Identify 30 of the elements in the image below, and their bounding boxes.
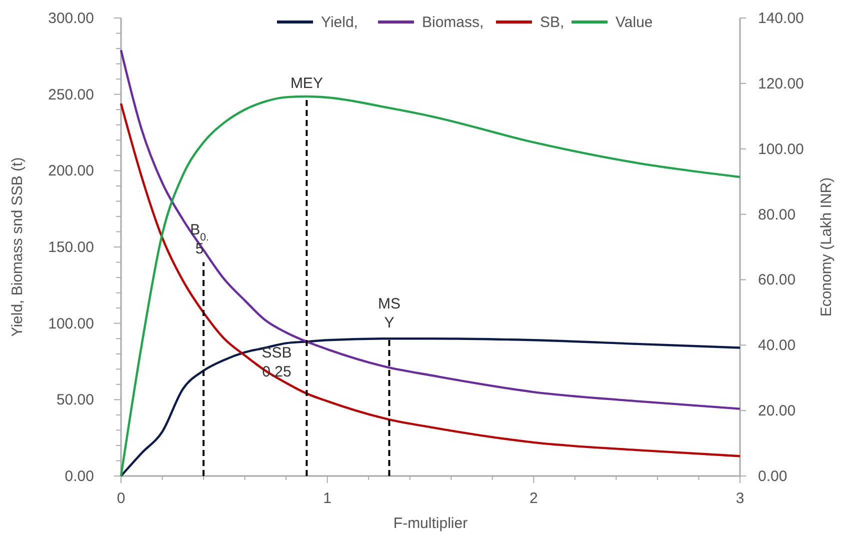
- y-tick-label: 250.00: [48, 86, 94, 104]
- legend-label: SB,: [540, 14, 564, 31]
- y-tick-label: 100.00: [48, 315, 94, 332]
- x-axis-title: F-multiplier: [393, 515, 468, 532]
- legend-label: Biomass,: [422, 14, 484, 31]
- x-tick-label: 3: [736, 490, 744, 507]
- y-tick-label: 200.00: [48, 162, 94, 180]
- legend-label: Yield,: [321, 14, 358, 31]
- y-tick-label: 50.00: [56, 392, 94, 409]
- y2-tick-label: 100.00: [758, 140, 804, 158]
- y2-tick-label: 140.00: [758, 10, 804, 27]
- y2-tick-label: 0.00: [758, 468, 788, 485]
- line-series: [120, 48, 742, 410]
- y-axis-title: Yield, Biomass snd SSB (t): [9, 157, 26, 337]
- x-tick-label: 1: [323, 490, 332, 507]
- y2-tick-label: 80.00: [758, 206, 796, 224]
- y2-tick-label: 60.00: [758, 272, 796, 289]
- y2-tick-label: 20.00: [758, 402, 796, 420]
- annotation: MEY: [290, 74, 323, 92]
- y2-tick-label: 40.00: [758, 337, 796, 354]
- y-tick-label: 150.00: [48, 239, 94, 256]
- y2-tick-label: 120.00: [758, 75, 804, 92]
- y2-axis-title: Economy (Lakh INR): [818, 177, 835, 317]
- annotation: B$_{0.}$ 5: [190, 221, 209, 258]
- legend-label: Value: [616, 14, 653, 31]
- y-tick-label: 0.00: [64, 468, 94, 485]
- annotation: MS Y: [378, 296, 400, 332]
- y-tick-label: 300.00: [48, 10, 94, 27]
- x-tick-label: 0: [116, 490, 126, 507]
- x-tick-label: 2: [529, 490, 538, 507]
